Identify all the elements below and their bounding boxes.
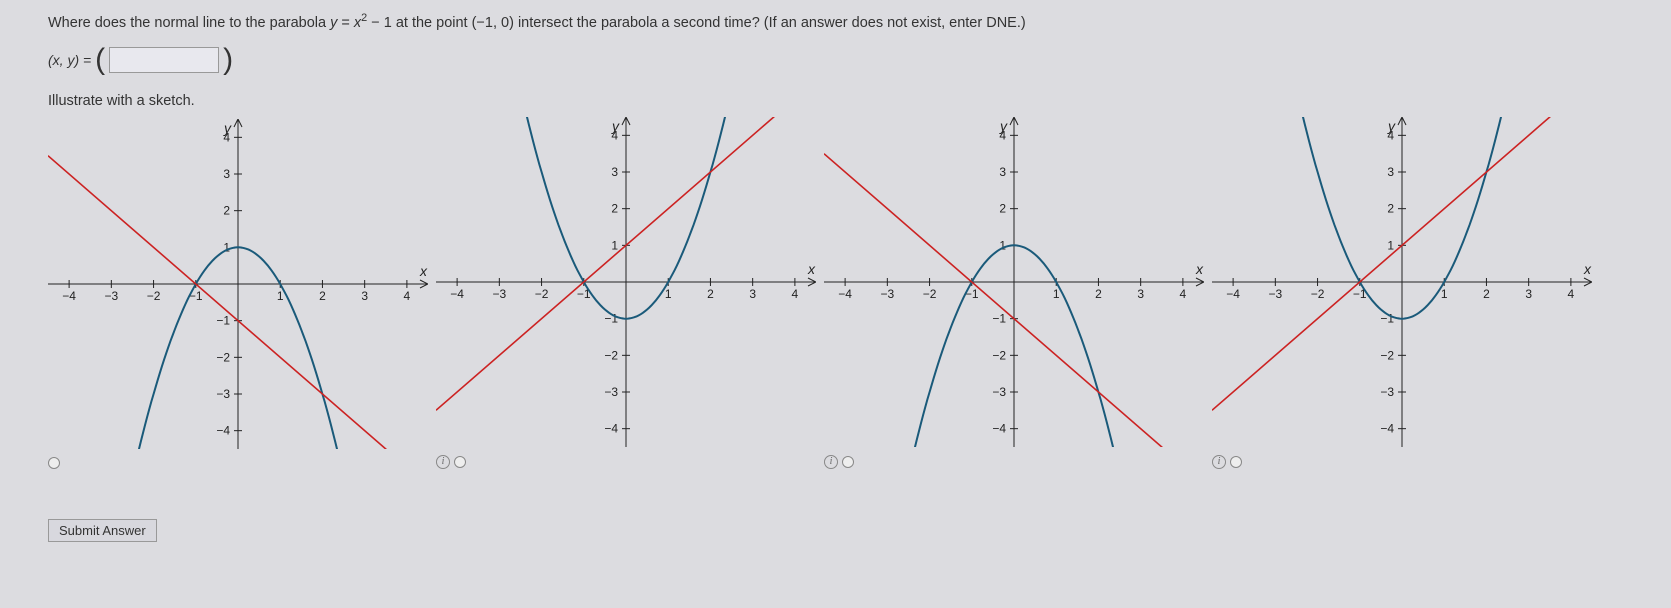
svg-text:y: y <box>1387 118 1396 134</box>
svg-text:−3: −3 <box>604 385 618 399</box>
svg-text:3: 3 <box>1137 287 1144 301</box>
svg-text:2: 2 <box>1095 287 1102 301</box>
svg-text:−3: −3 <box>104 289 118 303</box>
svg-text:x: x <box>419 263 428 279</box>
svg-text:1: 1 <box>1441 287 1448 301</box>
chart-option: −4−3−2−11234−4−3−2−11234xy <box>48 119 428 469</box>
svg-text:2: 2 <box>1483 287 1490 301</box>
svg-text:−3: −3 <box>492 287 506 301</box>
svg-text:−4: −4 <box>604 421 618 435</box>
svg-text:−3: −3 <box>992 385 1006 399</box>
svg-text:2: 2 <box>999 201 1006 215</box>
svg-text:−2: −2 <box>923 287 937 301</box>
svg-text:4: 4 <box>792 287 799 301</box>
svg-text:−4: −4 <box>216 423 230 437</box>
chart-radio[interactable] <box>1230 456 1242 468</box>
svg-text:−2: −2 <box>216 350 230 364</box>
svg-text:−2: −2 <box>1380 348 1394 362</box>
svg-text:3: 3 <box>1387 165 1394 179</box>
chart-radio[interactable] <box>48 457 60 469</box>
svg-text:−2: −2 <box>535 287 549 301</box>
svg-text:y: y <box>223 120 232 136</box>
chart-option: −4−3−2−11234−4−3−2−11234xy i <box>436 117 816 469</box>
svg-text:2: 2 <box>319 289 326 303</box>
svg-text:1: 1 <box>1053 287 1060 301</box>
submit-answer-button[interactable]: Submit Answer <box>48 519 157 542</box>
chart-radio[interactable] <box>842 456 854 468</box>
chart-radio[interactable] <box>454 456 466 468</box>
svg-text:−4: −4 <box>1380 421 1394 435</box>
svg-text:−4: −4 <box>1226 287 1240 301</box>
svg-text:−3: −3 <box>216 387 230 401</box>
answer-label: (x, y) = <box>48 52 91 68</box>
svg-text:2: 2 <box>611 201 618 215</box>
svg-text:−2: −2 <box>604 348 618 362</box>
svg-text:3: 3 <box>999 165 1006 179</box>
svg-text:−4: −4 <box>450 287 464 301</box>
svg-text:3: 3 <box>223 167 230 181</box>
close-paren: ) <box>223 43 233 77</box>
svg-text:4: 4 <box>1568 287 1575 301</box>
open-paren: ( <box>95 43 105 77</box>
question-text: Where does the normal line to the parabo… <box>48 12 1623 31</box>
svg-text:−3: −3 <box>880 287 894 301</box>
illustrate-label: Illustrate with a sketch. <box>48 93 1623 109</box>
svg-text:y: y <box>999 118 1008 134</box>
svg-text:4: 4 <box>1180 287 1187 301</box>
svg-text:−2: −2 <box>1311 287 1325 301</box>
svg-text:−1: −1 <box>216 313 230 327</box>
answer-input[interactable] <box>109 47 219 73</box>
svg-text:3: 3 <box>1525 287 1532 301</box>
svg-text:1: 1 <box>277 289 284 303</box>
svg-text:−2: −2 <box>147 289 161 303</box>
answer-row: (x, y) = ( ) <box>48 43 1623 77</box>
svg-text:−2: −2 <box>992 348 1006 362</box>
svg-text:4: 4 <box>404 289 411 303</box>
svg-text:1: 1 <box>1387 238 1394 252</box>
chart-option: −4−3−2−11234−4−3−2−11234xy i <box>824 117 1204 469</box>
svg-text:2: 2 <box>1387 201 1394 215</box>
info-icon[interactable]: i <box>436 455 450 469</box>
svg-text:3: 3 <box>361 289 368 303</box>
svg-text:−3: −3 <box>1268 287 1282 301</box>
info-icon[interactable]: i <box>824 455 838 469</box>
svg-text:1: 1 <box>611 238 618 252</box>
svg-text:−1: −1 <box>992 311 1006 325</box>
svg-text:2: 2 <box>223 203 230 217</box>
chart-option: −4−3−2−11234−4−3−2−11234xy i <box>1212 117 1592 469</box>
svg-text:y: y <box>611 118 620 134</box>
svg-text:2: 2 <box>707 287 714 301</box>
charts-row: −4−3−2−11234−4−3−2−11234xy −4−3−2−11234−… <box>48 117 1623 469</box>
svg-text:−4: −4 <box>992 421 1006 435</box>
svg-text:x: x <box>1195 261 1204 277</box>
svg-text:3: 3 <box>749 287 756 301</box>
svg-text:x: x <box>807 261 816 277</box>
svg-text:1: 1 <box>665 287 672 301</box>
svg-text:−3: −3 <box>1380 385 1394 399</box>
info-icon[interactable]: i <box>1212 455 1226 469</box>
svg-text:−4: −4 <box>62 289 76 303</box>
svg-text:−4: −4 <box>838 287 852 301</box>
svg-text:3: 3 <box>611 165 618 179</box>
svg-text:x: x <box>1583 261 1592 277</box>
